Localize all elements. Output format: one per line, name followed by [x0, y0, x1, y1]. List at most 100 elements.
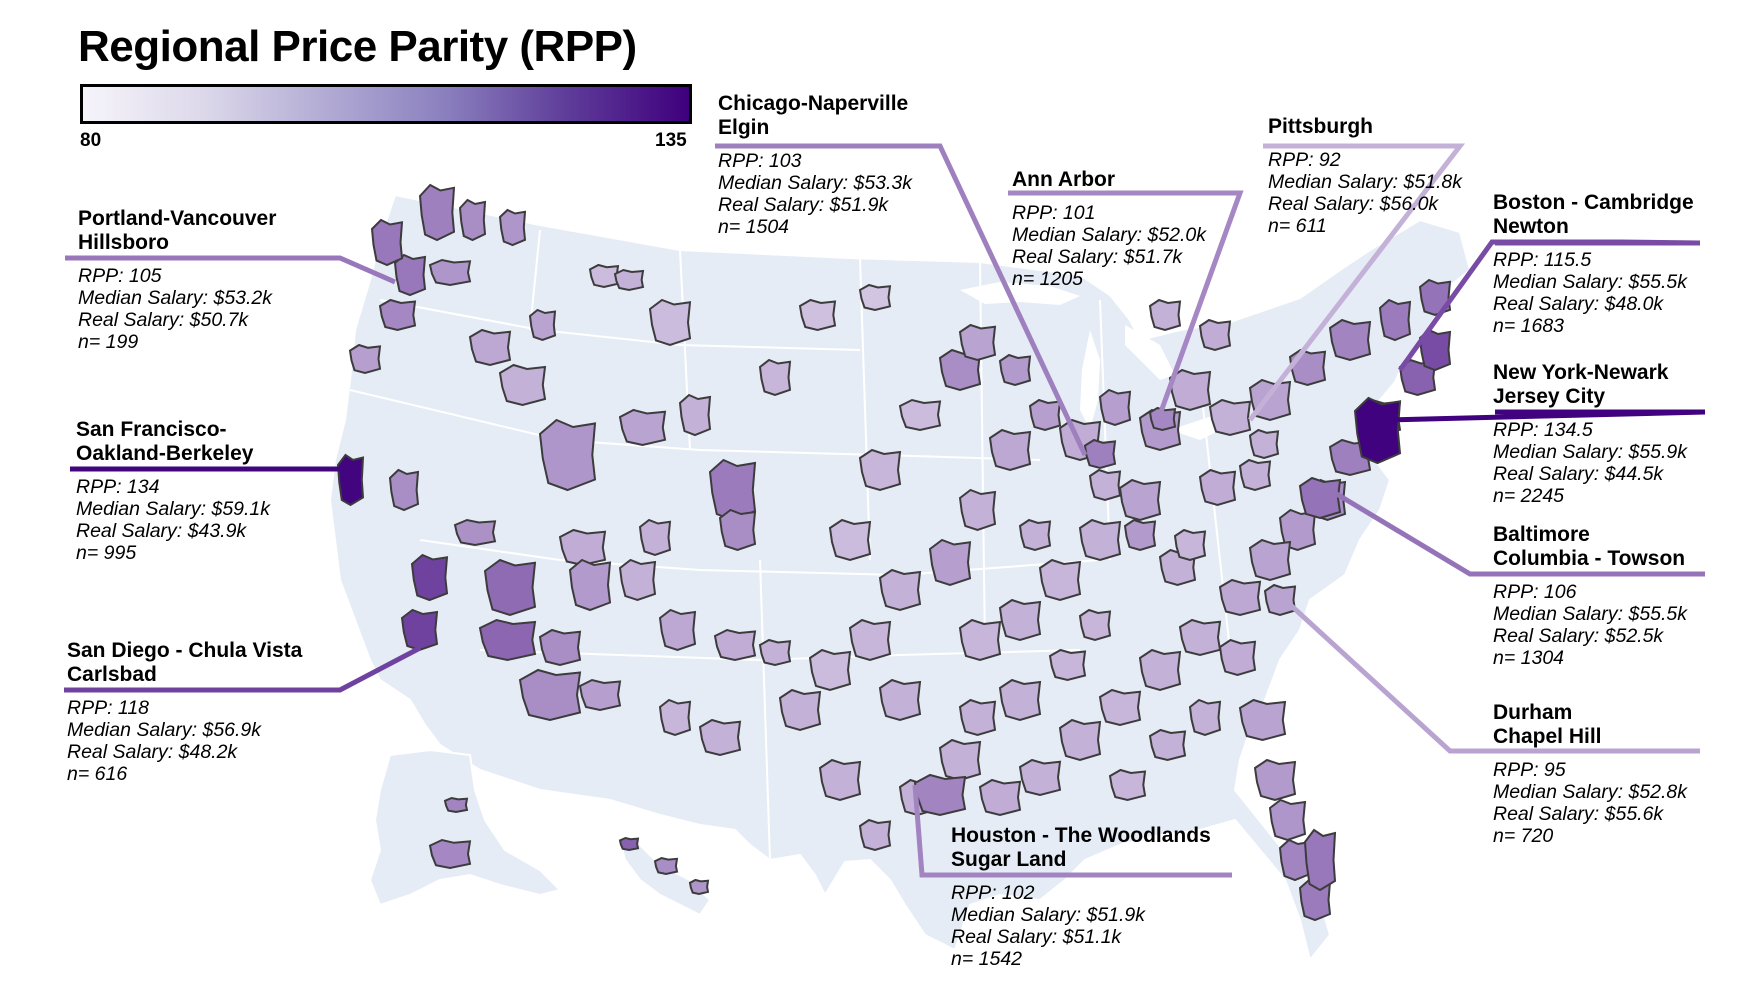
metro-area: [453, 518, 497, 547]
hawaii: [618, 838, 712, 917]
callout-rpp: RPP: 106: [1493, 581, 1577, 603]
metro-area: [808, 648, 852, 692]
callout-name-line: Chapel Hill: [1493, 725, 1602, 748]
callout-rpp: RPP: 102: [951, 882, 1035, 904]
metro-area: [1118, 478, 1162, 522]
callout-name-line: Portland-Vancouver: [78, 207, 277, 230]
leader-lines-layer: [64, 143, 1706, 878]
metro-area: [958, 618, 1002, 662]
callout-rpp: RPP: 95: [1493, 759, 1566, 781]
leader-line-annarbor: [1008, 190, 1244, 421]
callout-n: n= 1542: [951, 948, 1023, 970]
leader-line-durham: [1283, 598, 1700, 754]
leader-line-chicago: [715, 143, 1088, 457]
callout-name-line: Columbia - Towson: [1493, 547, 1686, 570]
metro-area: [370, 218, 404, 267]
leader-line-pittsburgh: [1248, 143, 1466, 422]
leader-line-sd: [64, 645, 422, 693]
metro-area: [1098, 388, 1132, 427]
metro-area: [518, 668, 582, 722]
callout-n: n= 1683: [1493, 315, 1565, 337]
metro-area: [428, 838, 472, 870]
metro-area: [758, 358, 792, 397]
callout-n: n= 1504: [718, 216, 790, 238]
metro-area: [998, 353, 1032, 387]
callout-name-line: Carlsbad: [67, 663, 157, 686]
callout-n: n= 199: [78, 331, 139, 353]
metro-area: [418, 183, 456, 242]
metro-area: [1238, 698, 1287, 742]
metro-area: [778, 688, 822, 732]
metro-area: [348, 343, 382, 375]
metro-area: [528, 308, 557, 342]
leader-line-boston: [1397, 239, 1701, 372]
callout-real: Real Salary: $43.9k: [76, 520, 247, 542]
callout-portland: Portland-Vancouver Hillsboro RPP: 105 Media…: [78, 207, 276, 353]
callout-stats: RPP: 101 Median Salary: $52.0k Real Salary…: [1012, 202, 1206, 290]
callout-rpp: RPP: 92: [1268, 149, 1341, 171]
metro-area: [1178, 618, 1222, 657]
metro-area: [878, 678, 922, 722]
metro-area: [1208, 398, 1252, 437]
metro-area: [538, 628, 582, 667]
callout-name-line: Houston - The Woodlands: [951, 824, 1211, 847]
metro-area: [443, 796, 469, 814]
metro-area: [958, 323, 997, 362]
callout-name-line: Baltimore: [1493, 523, 1590, 546]
metro-area: [858, 283, 892, 312]
metro-area: [400, 608, 439, 652]
metro-area: [998, 678, 1042, 722]
callout-real: Real Salary: $55.6k: [1493, 803, 1664, 825]
callout-real: Real Salary: $51.9k: [718, 194, 889, 216]
metro-area: [1218, 638, 1257, 677]
callout-stats: RPP: 105 Median Salary: $53.2k Real Salary…: [78, 265, 276, 353]
callout-name-line: Hillsboro: [78, 231, 170, 254]
metro-area: [1078, 518, 1122, 562]
callout-median: Median Salary: $55.9k: [1493, 441, 1688, 463]
metro-area: [1328, 318, 1372, 362]
colorbar-max-label: 135: [655, 130, 687, 151]
metro-area: [1198, 318, 1232, 352]
metro-area: [858, 818, 892, 852]
metro-area: [658, 698, 692, 737]
callout-n: n= 611: [1268, 215, 1327, 237]
metro-area: [1253, 758, 1297, 802]
callout-rpp: RPP: 115.5: [1493, 249, 1592, 271]
metro-area: [388, 468, 420, 512]
metro-area: [958, 698, 997, 737]
metro-area: [568, 558, 612, 612]
callout-median: Median Salary: $52.0k: [1012, 224, 1207, 246]
callout-n: n= 720: [1493, 825, 1554, 847]
leader-line-portland: [65, 255, 396, 285]
metro-area: [1278, 508, 1317, 552]
metro-area: [1028, 398, 1062, 432]
metro-area: [558, 528, 607, 567]
metro-area: [1188, 698, 1222, 737]
callout-real: Real Salary: $51.1k: [951, 926, 1122, 948]
callout-rpp: RPP: 118: [67, 697, 150, 719]
callout-n: n= 2245: [1493, 485, 1565, 507]
leader-line-nyc: [1384, 409, 1706, 423]
metro-area: [618, 558, 657, 602]
metro-area: [998, 598, 1042, 642]
callout-name-line: Durham: [1493, 701, 1573, 724]
metro-area: [588, 263, 620, 289]
metro-area: [1218, 578, 1262, 617]
metro-area: [698, 718, 742, 757]
callout-real: Real Salary: $44.5k: [1493, 463, 1664, 485]
metro-area: [1378, 298, 1412, 342]
callout-n: n= 995: [76, 542, 137, 564]
metro-area: [898, 398, 942, 432]
callout-real: Real Salary: $50.7k: [78, 309, 249, 331]
metro-areas-layer: [336, 183, 1452, 922]
metro-area: [678, 393, 712, 437]
metro-area: [928, 538, 972, 587]
metro-area: [1088, 468, 1122, 502]
callout-stats: RPP: 102 Median Salary: $51.9k Real Salary…: [951, 882, 1211, 970]
callout-rpp: RPP: 103: [718, 150, 802, 172]
callout-median: Median Salary: $55.5k: [1493, 271, 1688, 293]
metro-area: [410, 553, 449, 602]
callout-real: Real Salary: $48.0k: [1493, 293, 1664, 315]
callout-median: Median Salary: $56.9k: [67, 719, 262, 741]
callout-name-line: Sugar Land: [951, 848, 1067, 871]
